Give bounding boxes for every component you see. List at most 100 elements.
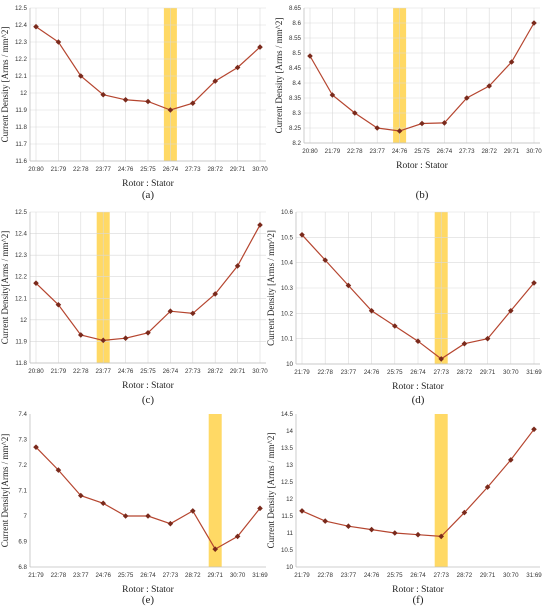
panel-caption: (c) xyxy=(142,394,155,406)
x-tick-label: 25:75 xyxy=(140,368,156,375)
y-axis-label: Current Density [Arms / mm^2] xyxy=(266,230,276,346)
data-point xyxy=(145,98,151,105)
chart-panel-f: 10 10.5 11 11.5 12 12.5 13 13.5 14 14.5 21:79 22:78… xyxy=(266,411,542,606)
data-point xyxy=(531,426,537,433)
x-tick-label: 26:74 xyxy=(410,572,426,579)
x-axis-label: Rotor : Stator xyxy=(122,381,175,391)
x-tick-label: 24:76 xyxy=(118,368,134,375)
x-tick-label: 22:78 xyxy=(347,148,363,155)
data-point xyxy=(190,310,196,317)
data-point xyxy=(508,59,515,65)
x-tick-label: 25:75 xyxy=(118,572,134,579)
x-tick-label: 21:79 xyxy=(51,368,67,375)
data-point xyxy=(415,531,421,538)
x-tick-label: 22:78 xyxy=(73,368,89,375)
x-axis-label: Rotor : Stator xyxy=(392,382,445,392)
series-line xyxy=(301,428,535,538)
chart-panel-e: 6.8 6.9 7 7.1 7.2 7.3 7.4 21:79 22:78 23:77 24:76 2… xyxy=(0,411,268,606)
x-tick-label: 23:77 xyxy=(341,369,357,376)
data-point xyxy=(345,523,352,529)
y-tick-label: 8.2 xyxy=(292,140,301,147)
y-axis-label: Current Density[Arms / mm^2] xyxy=(0,434,10,547)
x-tick-label: 24:76 xyxy=(364,572,380,579)
y-tick-label: 14 xyxy=(286,428,293,435)
y-tick-label: 12.1 xyxy=(15,73,28,80)
y-tick-label: 8.45 xyxy=(289,65,302,72)
data-point xyxy=(212,546,218,552)
x-tick-label: 28:72 xyxy=(185,572,201,579)
y-tick-label: 11.7 xyxy=(15,141,27,148)
data-point xyxy=(100,337,106,344)
x-tick-label: 22:78 xyxy=(51,572,67,579)
data-point xyxy=(438,533,444,540)
x-tick-label: 21:79 xyxy=(325,148,341,155)
data-point xyxy=(257,505,263,512)
y-tick-label: 12.4 xyxy=(15,22,28,29)
x-tick-label: 30:70 xyxy=(252,166,268,173)
chart-panel-b: 8.2 8.25 8.3 8.35 8.4 8.45 8.5 8.55 8.6 8.65 20:80… xyxy=(274,5,542,201)
x-tick-label: 30:70 xyxy=(503,572,519,579)
y-tick-label: 7.2 xyxy=(18,462,27,469)
data-point xyxy=(257,222,263,228)
data-point xyxy=(167,520,174,527)
highlight-band xyxy=(208,414,222,567)
data-point xyxy=(461,340,468,347)
panel-caption: (e) xyxy=(142,594,155,606)
y-tick-label: 8.55 xyxy=(289,35,302,42)
x-tick-label: 22:78 xyxy=(317,572,333,579)
data-point xyxy=(368,308,375,314)
x-tick-label: 23:77 xyxy=(95,166,111,173)
y-tick-label: 12.2 xyxy=(15,56,28,63)
data-point xyxy=(464,95,470,101)
x-tick-label: 24:76 xyxy=(364,369,380,376)
x-tick-label: 20:80 xyxy=(28,166,44,173)
y-tick-label: 11.8 xyxy=(15,124,27,131)
data-point xyxy=(33,23,39,30)
y-tick-label: 10.1 xyxy=(281,336,294,343)
y-tick-label: 8.5 xyxy=(292,50,301,57)
y-tick-label: 7.3 xyxy=(18,437,27,444)
y-tick-label: 8.3 xyxy=(292,110,301,117)
x-tick-label: 29:71 xyxy=(207,572,223,579)
x-tick-label: 25:75 xyxy=(387,369,403,376)
x-tick-label: 26:74 xyxy=(140,572,156,579)
y-tick-label: 12 xyxy=(20,90,27,97)
y-tick-label: 12 xyxy=(286,496,293,503)
data-point xyxy=(392,530,398,536)
data-point xyxy=(100,91,106,98)
data-point xyxy=(415,338,421,344)
x-tick-label: 26:74 xyxy=(163,166,179,173)
y-axis-label: Current Density [Arms / mm^2] xyxy=(0,27,10,143)
data-point xyxy=(299,232,305,238)
x-tick-label: 28:72 xyxy=(207,368,223,375)
data-point xyxy=(419,120,425,127)
x-tick-label: 31:69 xyxy=(252,572,268,579)
x-tick-label: 21:79 xyxy=(294,572,310,579)
data-point xyxy=(531,20,537,26)
data-point xyxy=(307,53,313,59)
x-tick-label: 24:76 xyxy=(118,166,134,173)
data-point xyxy=(55,467,62,473)
data-point xyxy=(167,308,174,315)
data-point xyxy=(322,257,328,263)
x-tick-label: 21:79 xyxy=(28,572,44,579)
y-tick-label: 10.6 xyxy=(281,209,294,216)
x-tick-label: 22:78 xyxy=(73,166,89,173)
x-tick-label: 29:71 xyxy=(230,166,246,173)
x-tick-label: 29:71 xyxy=(230,368,246,375)
data-point xyxy=(461,509,468,516)
y-tick-label: 10 xyxy=(286,564,293,571)
x-tick-label: 24:76 xyxy=(95,572,111,579)
x-tick-label: 31:69 xyxy=(526,369,542,376)
data-point xyxy=(441,120,448,126)
x-tick-label: 23:77 xyxy=(73,572,89,579)
y-tick-label: 12.5 xyxy=(281,479,294,486)
x-tick-label: 26:74 xyxy=(163,368,179,375)
data-point xyxy=(299,508,305,514)
data-point xyxy=(484,335,491,342)
data-point xyxy=(374,125,380,131)
data-point xyxy=(329,92,336,98)
data-point xyxy=(438,356,444,362)
y-tick-label: 7.4 xyxy=(18,411,27,418)
x-axis-label: Rotor : Stator xyxy=(392,585,445,595)
